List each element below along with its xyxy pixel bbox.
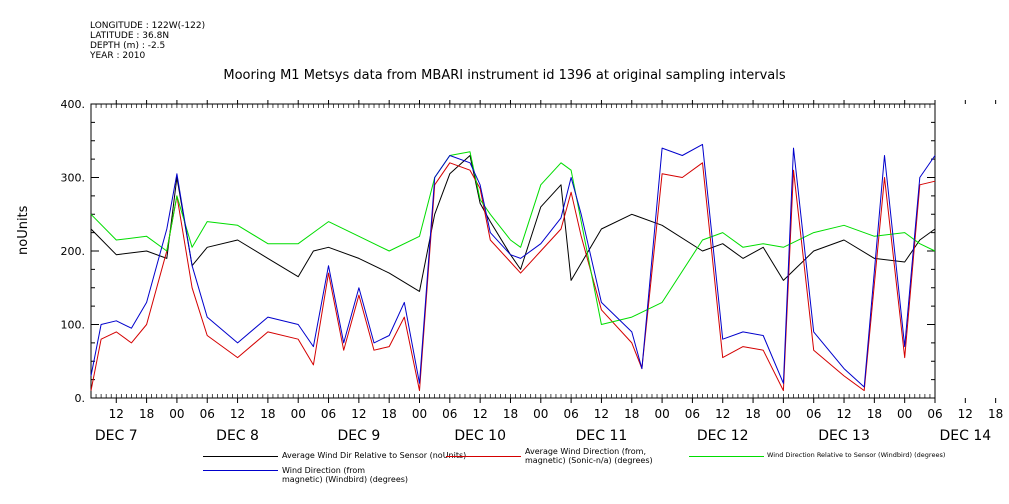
x-day-label: DEC 12 xyxy=(697,428,749,444)
x-tick-label: 12 xyxy=(473,407,488,421)
x-tick-label: 00 xyxy=(654,407,669,421)
legend-label-1: Average Wind Direction (from, magnetic) … xyxy=(525,447,653,465)
x-tick-label: 06 xyxy=(563,407,578,421)
x-tick-label: 18 xyxy=(503,407,518,421)
series-line-0 xyxy=(90,155,936,292)
legend-swatch-2 xyxy=(689,456,764,457)
y-tick-label: 400. xyxy=(61,98,86,111)
x-tick-label: 18 xyxy=(867,407,882,421)
y-tick-label: 300. xyxy=(61,172,86,185)
x-tick-label: 00 xyxy=(533,407,548,421)
series-line-1 xyxy=(90,162,936,392)
x-day-label: DEC 13 xyxy=(818,428,870,444)
x-tick-label: 12 xyxy=(715,407,730,421)
x-tick-label: 12 xyxy=(958,407,973,421)
legend-swatch-0 xyxy=(203,456,278,457)
x-tick-label: 12 xyxy=(230,407,245,421)
meta-longitude: LONGITUDE : 122W(-122) xyxy=(90,21,206,31)
x-tick-label: 12 xyxy=(351,407,366,421)
x-tick-label: 06 xyxy=(442,407,457,421)
y-tick-label: 100. xyxy=(61,319,86,332)
x-day-label: DEC 10 xyxy=(454,428,506,444)
legend-swatch-3 xyxy=(203,470,278,471)
plot-frame xyxy=(90,103,936,399)
x-tick-label: 00 xyxy=(412,407,427,421)
legend-label-2: Wind Direction Relative to Sensor (Windb… xyxy=(767,451,946,459)
x-tick-label: 18 xyxy=(260,407,275,421)
x-day-label: DEC 11 xyxy=(576,428,628,444)
meta-depth: DEPTH (m) : -2.5 xyxy=(90,41,166,51)
x-day-label: DEC 8 xyxy=(216,428,259,444)
x-tick-label: 12 xyxy=(594,407,609,421)
x-tick-label: 18 xyxy=(382,407,397,421)
meta-latitude: LATITUDE : 36.8N xyxy=(90,31,170,41)
x-tick-label: 18 xyxy=(988,407,1003,421)
y-tick-label: 200. xyxy=(61,245,86,258)
x-day-label: DEC 7 xyxy=(95,428,138,444)
x-tick-label: 00 xyxy=(776,407,791,421)
series-line-2 xyxy=(90,151,936,325)
legend-label-3: Wind Direction (from magnetic) (Windbird… xyxy=(282,466,409,484)
x-tick-label: 00 xyxy=(291,407,306,421)
x-tick-label: 06 xyxy=(927,407,942,421)
x-day-label: DEC 9 xyxy=(337,428,380,444)
meta-year: YEAR : 2010 xyxy=(90,51,146,61)
x-tick-label: 06 xyxy=(321,407,336,421)
x-tick-label: 18 xyxy=(624,407,639,421)
x-tick-label: 06 xyxy=(200,407,215,421)
x-tick-label: 12 xyxy=(109,407,124,421)
x-day-label: DEC 14 xyxy=(939,428,991,444)
legend-label-0: Average Wind Dir Relative to Sensor (noU… xyxy=(282,451,467,460)
x-tick-label: 18 xyxy=(139,407,154,421)
series-line-3 xyxy=(90,143,936,388)
x-tick-label: 12 xyxy=(836,407,851,421)
x-tick-label: 06 xyxy=(685,407,700,421)
x-tick-label: 06 xyxy=(806,407,821,421)
y-tick-label: 0. xyxy=(75,392,86,405)
x-tick-label: 00 xyxy=(169,407,184,421)
legend-swatch-1 xyxy=(446,456,521,457)
x-tick-label: 18 xyxy=(745,407,760,421)
chart-title: Mooring M1 Metsys data from MBARI instru… xyxy=(223,68,786,83)
x-tick-label: 00 xyxy=(897,407,912,421)
